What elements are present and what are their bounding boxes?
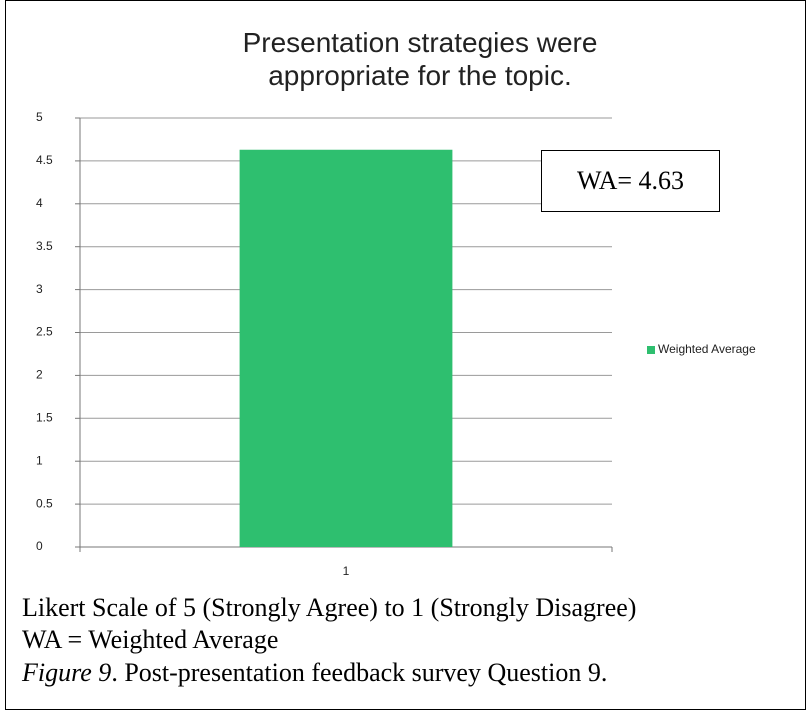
y-tick-label: 3 <box>36 282 43 296</box>
y-tick-label: 1 <box>36 453 43 467</box>
y-tick-label: 5 <box>36 110 43 124</box>
legend-swatch <box>647 346 655 354</box>
caption-abbreviation: WA = Weighted Average <box>22 625 279 654</box>
bar <box>239 149 453 547</box>
x-tick-label: 1 <box>343 564 350 578</box>
legend-label: Weighted Average <box>658 342 756 356</box>
y-tick-label: 4.5 <box>36 153 53 167</box>
y-tick-label: 2.5 <box>36 325 53 339</box>
figure-label: Figure 9 <box>22 658 112 687</box>
caption-scale: Likert Scale of 5 (Strongly Agree) to 1 … <box>22 593 637 622</box>
y-tick-label: 4 <box>36 196 43 210</box>
y-tick-label: 0.5 <box>36 496 53 510</box>
caption-figure: Figure 9. Post-presentation feedback sur… <box>22 658 607 688</box>
y-tick-label: 1.5 <box>36 410 53 424</box>
figure-border <box>5 0 806 710</box>
y-tick-label: 2 <box>36 368 43 382</box>
figure-text: . Post-presentation feedback survey Ques… <box>111 658 608 687</box>
y-tick-label: 3.5 <box>36 239 53 253</box>
chart-title: Presentation strategies were appropriate… <box>242 27 598 91</box>
y-tick-label: 0 <box>36 539 43 553</box>
annotation: WA= 4.63 <box>541 150 720 212</box>
